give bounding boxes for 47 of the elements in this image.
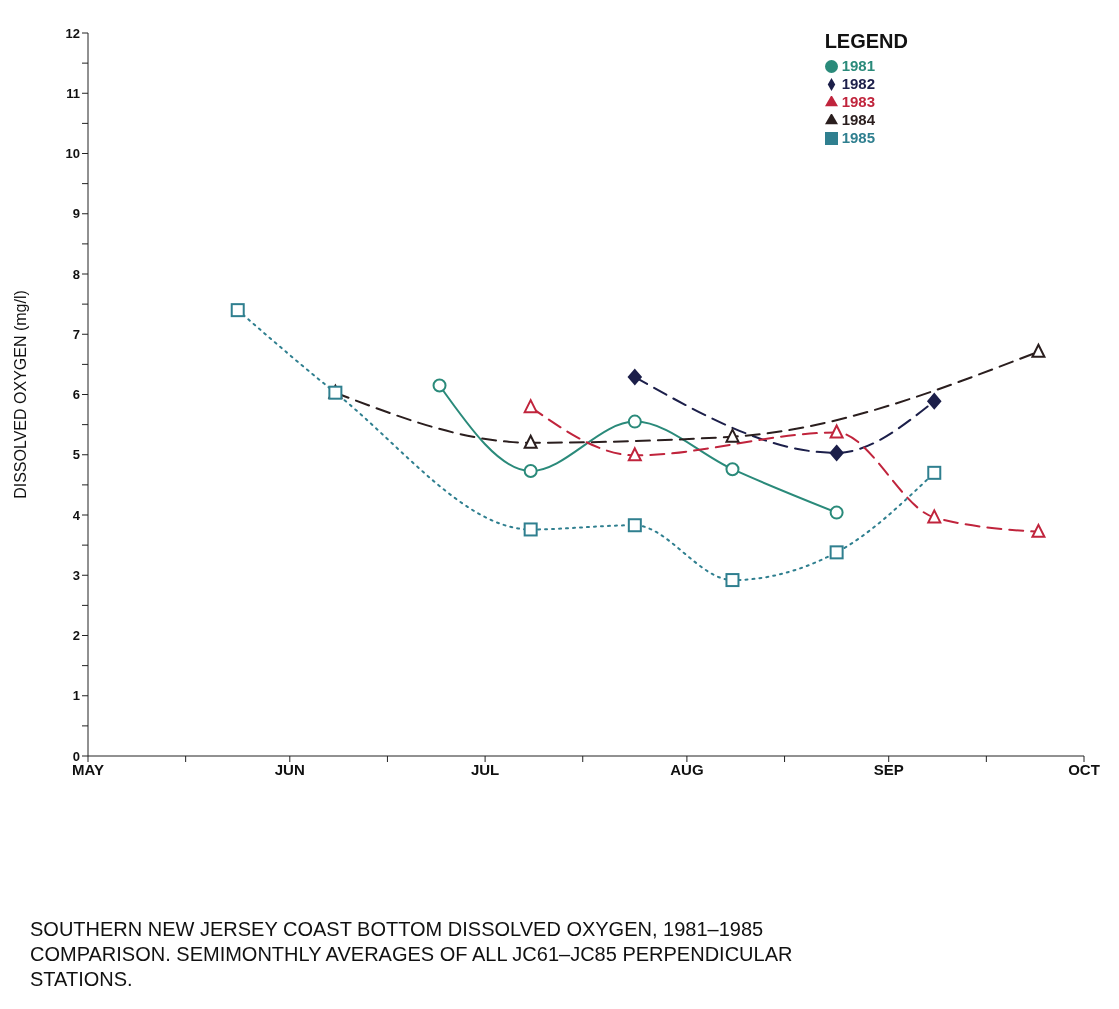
point xyxy=(725,462,740,477)
point xyxy=(829,505,844,520)
point xyxy=(927,465,942,480)
y-axis-title: DISSOLVED OXYGEN (mg/l) xyxy=(11,290,29,499)
y-tick-label: 10 xyxy=(65,146,80,162)
y-tick-label: 5 xyxy=(72,447,80,463)
legend-label: 1982 xyxy=(841,75,876,92)
point xyxy=(927,509,942,524)
point xyxy=(627,447,642,462)
point xyxy=(627,369,642,386)
x-tick-label: OCT xyxy=(1068,760,1100,778)
legend-label: 1981 xyxy=(841,57,876,74)
x-tick-label: JUN xyxy=(274,760,305,778)
y-tick-label: 8 xyxy=(72,266,80,282)
point xyxy=(432,378,447,393)
legend-label: 1984 xyxy=(841,111,876,128)
point xyxy=(829,424,844,439)
y-tick-label: 7 xyxy=(72,326,80,342)
point xyxy=(1031,523,1046,538)
point xyxy=(725,573,740,588)
point xyxy=(927,393,942,410)
legend-label: 1985 xyxy=(841,129,876,146)
point xyxy=(523,399,538,414)
point xyxy=(627,518,642,533)
point xyxy=(1031,343,1046,358)
point xyxy=(829,444,844,461)
y-tick-label: 2 xyxy=(72,628,80,644)
point xyxy=(523,464,538,479)
x-tick-label: JUL xyxy=(470,760,500,778)
y-tick-label: 9 xyxy=(72,206,80,222)
y-tick-label: 11 xyxy=(66,85,80,101)
point xyxy=(627,414,642,429)
point xyxy=(230,303,245,318)
x-tick-label: SEP xyxy=(873,760,904,778)
legend-title: LEGEND xyxy=(824,30,908,53)
point xyxy=(523,434,538,449)
point xyxy=(829,545,844,560)
y-tick-label: 12 xyxy=(65,25,80,41)
x-tick-label: AUG xyxy=(670,760,704,778)
y-tick-label: 1 xyxy=(72,688,80,704)
y-tick-label: 4 xyxy=(72,507,81,523)
text: SOUTHERN NEW JERSEY COAST BOTTOM DISSOLVED OXYGEN, 1981–1985 COMPARISON. SEMIMONTHLY AVERAGES OF ALL JC61–JC85 PERPENDICULAR STATIONS. xyxy=(30,917,794,992)
legend-label: 1983 xyxy=(841,93,876,110)
point xyxy=(725,428,740,443)
point xyxy=(523,522,538,537)
y-tick-label: 3 xyxy=(72,567,80,583)
y-tick-label: 6 xyxy=(72,387,80,403)
